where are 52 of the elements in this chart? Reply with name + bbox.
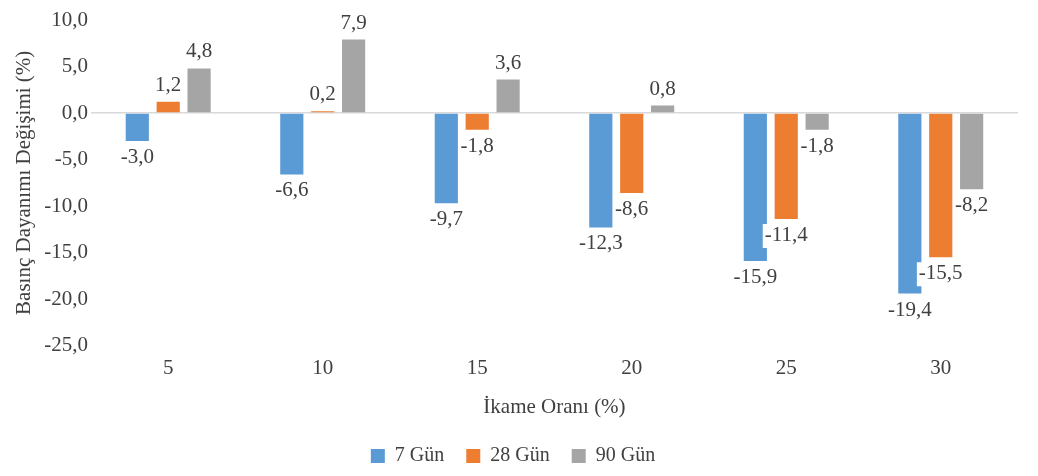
data-label: -6,6 xyxy=(275,177,309,202)
data-label: -19,4 xyxy=(887,296,933,321)
x-axis-title: İkame Oranı (%) xyxy=(483,393,626,418)
data-label: -12,3 xyxy=(578,230,623,255)
data-label: 7,9 xyxy=(340,9,367,34)
y-tick-label: -10,0 xyxy=(44,192,88,217)
bar xyxy=(589,113,613,228)
bar xyxy=(156,101,180,113)
x-tick-label: 25 xyxy=(775,354,797,379)
bar xyxy=(342,39,366,113)
legend-label: 90 Gün xyxy=(595,443,656,466)
data-label: -3,0 xyxy=(120,143,154,168)
y-axis-title: Basınç Dayanımı Değişimi (%) xyxy=(11,50,36,315)
y-tick-label: -25,0 xyxy=(44,332,88,357)
x-tick-label: 5 xyxy=(162,354,174,379)
data-label: 3,6 xyxy=(494,49,522,74)
data-label: 4,8 xyxy=(185,38,213,63)
x-tick-label: 30 xyxy=(930,354,952,379)
bar xyxy=(434,113,458,204)
bar xyxy=(187,68,211,113)
data-label: -9,7 xyxy=(429,206,463,231)
bar xyxy=(496,79,520,113)
legend-label: 28 Gün xyxy=(490,443,550,466)
data-label: 0,2 xyxy=(309,81,336,106)
bar xyxy=(774,113,798,220)
y-tick-label: -5,0 xyxy=(54,146,88,171)
data-label: -15,9 xyxy=(733,263,778,288)
bar xyxy=(805,113,829,130)
data-label: -8,2 xyxy=(955,192,989,217)
x-tick-label: 20 xyxy=(621,354,643,379)
y-tick-label: -20,0 xyxy=(44,285,88,310)
legend-label: 7 Gün xyxy=(394,443,445,466)
bar xyxy=(929,113,953,258)
bar xyxy=(125,113,149,141)
bar xyxy=(620,113,644,194)
data-label: -1,8 xyxy=(800,132,834,157)
y-tick-label: 5,0 xyxy=(61,53,88,78)
bar xyxy=(465,113,489,130)
x-tick-label: 10 xyxy=(312,354,334,379)
data-label: -15,5 xyxy=(918,260,963,285)
x-tick-label: 15 xyxy=(466,354,488,379)
y-tick-label: 10,0 xyxy=(51,6,88,31)
bar xyxy=(280,113,304,175)
bar xyxy=(743,113,767,261)
y-tick-label: 0,0 xyxy=(61,99,88,124)
data-label: -11,4 xyxy=(764,222,809,247)
data-label: -1,8 xyxy=(460,132,494,157)
bar xyxy=(960,113,984,190)
data-label: 1,2 xyxy=(155,71,182,96)
data-label: 0,8 xyxy=(649,75,676,100)
y-tick-label: -15,0 xyxy=(44,239,88,264)
data-label: -8,6 xyxy=(615,196,649,221)
